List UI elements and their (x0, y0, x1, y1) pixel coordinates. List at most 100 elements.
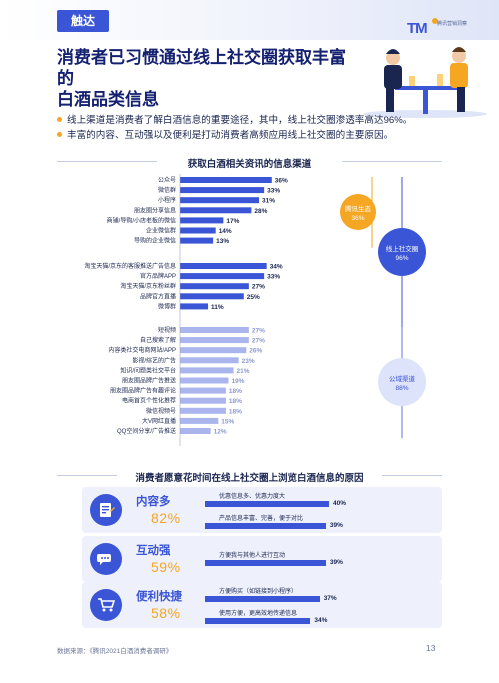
bullet-2: 丰富的内容、互动强以及便利是打动消费者高频应用线上社交圈的主要原因。 (57, 127, 393, 141)
bullet-text: 线上渠道是消费者了解白酒信息的重要途径，其中，线上社交圈渗透率高达96%。 (67, 115, 413, 126)
bar-label: 商铺/导购/小店老板的微信 (107, 216, 176, 224)
bar-label: 知识/问题类社交平台 (120, 366, 176, 374)
bar (180, 217, 224, 224)
reason-item-label: 方便购买（如链接到小程序） (219, 589, 298, 595)
bar-label: 朋友圈品牌广告推送 (122, 377, 176, 385)
bar-value: 18% (229, 398, 242, 405)
divider-left-2 (57, 475, 117, 476)
bar-value: 18% (229, 408, 242, 415)
bar-value: 19% (231, 378, 244, 385)
bar-value: 27% (252, 328, 265, 335)
bar (180, 367, 234, 374)
reason-name: 内容多 (136, 496, 171, 508)
bar (180, 227, 216, 234)
bar (180, 263, 267, 269)
bar (180, 407, 226, 414)
bar-label: 自己搜索了解 (140, 336, 176, 344)
tencent-circle (340, 194, 376, 230)
bar-value: 33% (267, 274, 280, 281)
bar-value: 28% (254, 208, 267, 215)
public-channel-circle-label: 公域渠道 (389, 374, 416, 383)
logo-dot (432, 18, 438, 24)
divider-right (342, 161, 442, 162)
bar (180, 337, 249, 344)
reason-item-value: 34% (314, 617, 328, 624)
people-drinking-illustration (363, 47, 487, 118)
bar-value: 33% (267, 188, 280, 195)
bar (180, 237, 214, 244)
reason-item-label: 方便我与其他人进行互动 (219, 553, 286, 559)
bar (180, 273, 265, 280)
bar-value: 17% (226, 218, 239, 225)
bar (180, 207, 252, 214)
reason-percent: 59% (151, 559, 181, 575)
online-social-circle (378, 228, 426, 276)
page-number: 13 (426, 643, 436, 653)
bar (180, 327, 249, 333)
reason-name: 便利快捷 (136, 591, 182, 603)
public-channel-circle (378, 358, 426, 406)
bar-label: 小程序 (158, 196, 176, 204)
bar (180, 387, 226, 394)
chart-title-channels: 获取白酒相关资讯的信息渠道 (187, 159, 312, 170)
page-title-line1: 消费者已习惯通过线上社交圈获取丰富的 (57, 48, 346, 88)
bar-label: 影视/综艺的广告 (132, 356, 176, 364)
logo: TM 腾讯营销洞察 (407, 18, 487, 44)
logo-text: 腾讯营销洞察 (437, 21, 468, 27)
bar (180, 357, 239, 364)
bar-label: 微博群 (158, 302, 176, 310)
reason-item-bar (205, 618, 311, 624)
bar (180, 303, 209, 310)
chart-title-reasons: 消费者愿意花时间在线上社交圈上浏览白酒信息的原因 (135, 473, 364, 484)
bar (180, 397, 226, 404)
tencent-circle-value: 36% (351, 215, 364, 222)
bullet-dot (57, 132, 62, 137)
bar-label: 微信视频号 (146, 407, 176, 415)
document-edit-icon (90, 494, 122, 526)
bar (180, 428, 211, 434)
bar-value: 26% (249, 348, 262, 355)
bar (180, 417, 219, 424)
bar-value: 25% (247, 294, 260, 301)
bar-label: 品牌官方直播 (140, 292, 176, 300)
bar-label: 内容类社交电商网站/APP (108, 346, 176, 354)
bar-value: 23% (242, 358, 255, 365)
bar-label: 短视频 (158, 326, 176, 334)
reason-percent: 58% (151, 605, 181, 621)
bar-value: 21% (237, 368, 250, 375)
bullet-text: 丰富的内容、互动强以及便利是打动消费者高频应用线上社交圈的主要原因。 (67, 130, 394, 141)
bar-value: 36% (275, 178, 288, 185)
bar-value: 31% (262, 198, 275, 205)
reason-item-bar (205, 501, 329, 507)
bar-label: 淘宝天猫/京东的客服推送广告信息 (84, 262, 176, 270)
bar-label: 淘宝天猫/京东粉丝群 (120, 282, 176, 290)
bar-label: 朋友圈品牌广告有趣评论 (110, 387, 176, 395)
data-source: 数据来源：《腾讯2021白酒消费者调研》 (57, 648, 173, 655)
online-social-circle-label: 线上社交圈 (386, 244, 419, 253)
bar-label: 电商首页个性化推荐 (122, 397, 176, 405)
reason-item-bar (205, 596, 320, 602)
bar-label: 朋友圈分享信息 (134, 206, 176, 214)
bar-value: 12% (214, 429, 227, 436)
bar (180, 197, 260, 204)
bar (180, 347, 247, 354)
logo-mark: TM (407, 20, 428, 37)
reason-item-label: 优惠信息多、优惠力度大 (219, 494, 286, 500)
reason-item-value: 40% (333, 500, 347, 507)
reason-percent: 82% (151, 510, 181, 526)
reason-name: 互动强 (136, 545, 171, 557)
page-title: 消费者已习惯通过线上社交圈获取丰富的 白酒品类信息 (57, 47, 357, 110)
bar-value: 27% (252, 284, 265, 291)
bar-value: 18% (229, 388, 242, 395)
public-channel-circle-value: 88% (395, 385, 408, 392)
bar (180, 283, 249, 290)
reason-item-value: 37% (323, 595, 337, 602)
bar-label: 微信群 (158, 186, 176, 194)
shopping-cart-icon (90, 589, 122, 621)
bullet-1: 线上渠道是消费者了解白酒信息的重要途径，其中，线上社交圈渗透率高达96%。 (57, 112, 412, 126)
bar-label: 大V网红直播 (142, 417, 176, 425)
bar-value: 13% (216, 238, 229, 245)
bar-value: 11% (211, 304, 224, 311)
page-title-line2: 白酒品类信息 (57, 90, 159, 109)
